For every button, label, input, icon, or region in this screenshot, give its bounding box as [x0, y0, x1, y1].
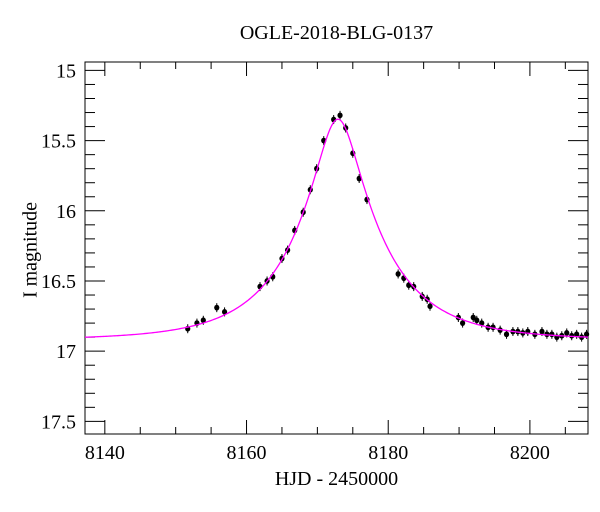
data-point	[474, 317, 480, 324]
y-tick-label: 15.5	[41, 131, 76, 153]
y-tick-label: 17.5	[41, 411, 76, 433]
y-tick-label: 17	[56, 341, 76, 363]
data-point	[503, 331, 510, 338]
x-tick-label: 8200	[510, 442, 550, 464]
data-point	[460, 320, 466, 327]
y-tick-label: 15	[56, 60, 76, 82]
x-tick-label: 8180	[368, 442, 408, 464]
data-point	[427, 303, 433, 310]
data-point	[337, 112, 343, 119]
data-point	[564, 330, 570, 336]
data-point	[221, 308, 228, 315]
model-curve	[84, 118, 589, 338]
x-axis-label: HJD - 2450000	[274, 468, 399, 490]
data-point	[549, 331, 555, 338]
data-point	[539, 328, 545, 335]
y-axis-label: I magnitude	[19, 201, 42, 299]
data-point	[214, 304, 220, 311]
x-tick-label: 8140	[85, 442, 125, 464]
x-tick-label: 8160	[227, 442, 267, 464]
plot-frame	[84, 61, 589, 435]
data-point	[479, 320, 485, 327]
data-point	[200, 317, 206, 324]
y-tick-label: 16.5	[41, 271, 76, 293]
data-point	[395, 271, 401, 277]
data-point	[569, 332, 575, 339]
y-tick-label: 16	[56, 201, 76, 223]
data-point	[583, 331, 590, 338]
chart-title: OGLE-2018-BLG-0137	[239, 22, 434, 44]
data-point	[574, 331, 580, 338]
